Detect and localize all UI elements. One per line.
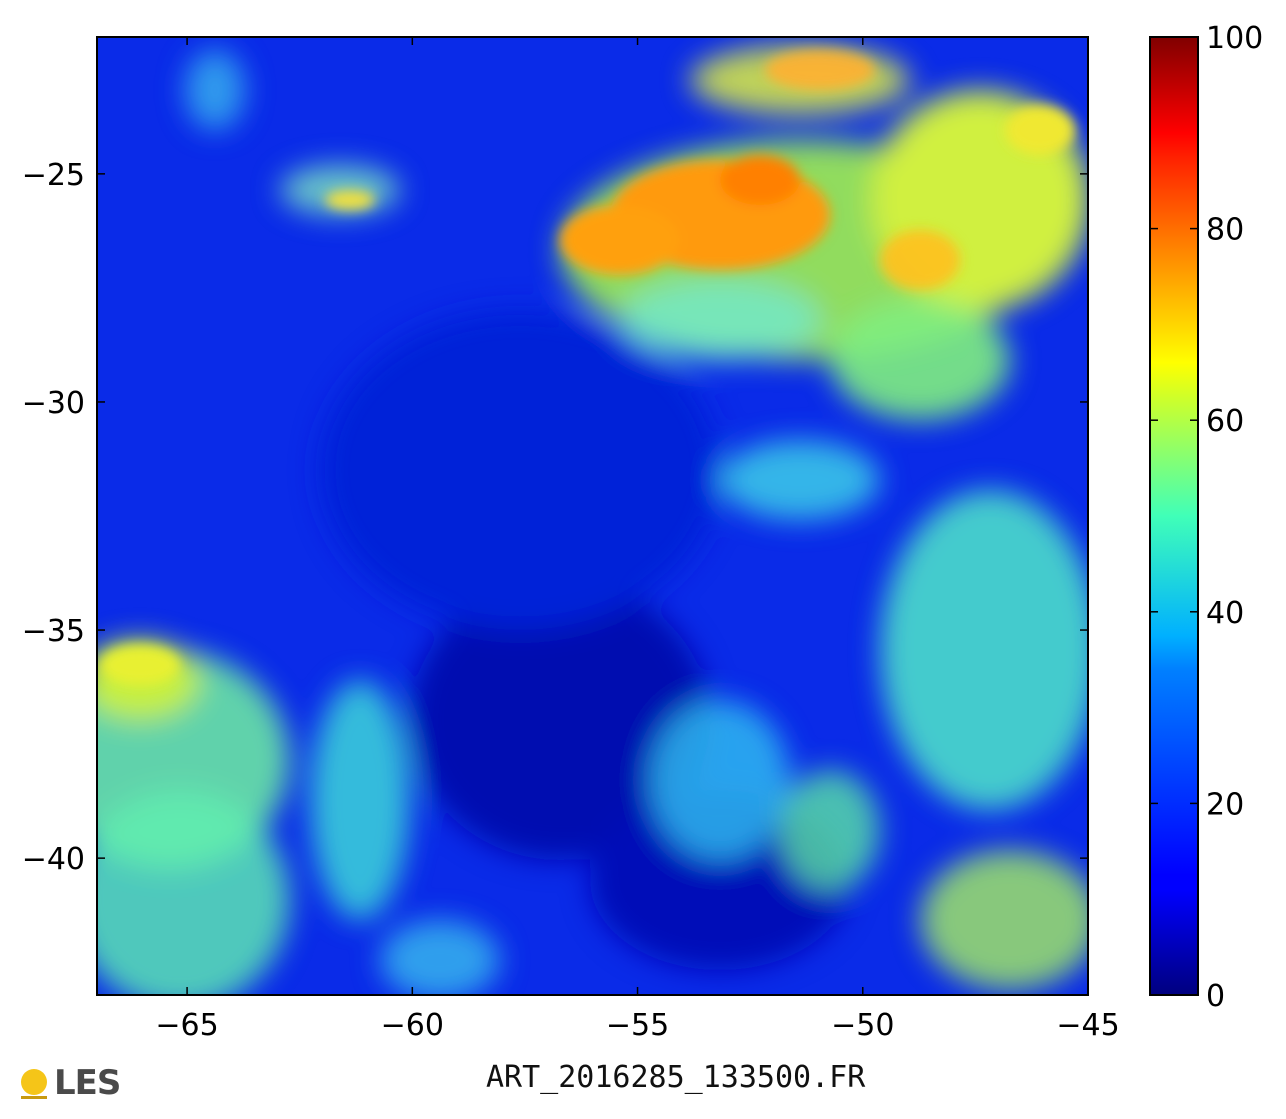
x-tick-label: −45 [1056, 1008, 1119, 1043]
colorbar-tick-label: 0 [1206, 979, 1225, 1014]
y-tick-label: −40 [22, 842, 85, 877]
colorbar-tick-label: 60 [1206, 404, 1244, 439]
colorbar: 0 20 40 60 80 100 [1149, 21, 1263, 1014]
logo [21, 1069, 47, 1099]
logo-sun-icon [21, 1069, 47, 1095]
x-tick-label: −65 [155, 1008, 218, 1043]
colorbar-tick-label: 40 [1206, 596, 1244, 631]
x-axis: −65 −60 −55 −50 −45 [155, 37, 1120, 1043]
y-tick-label: −25 [22, 158, 85, 193]
colorbar-tick-label: 20 [1206, 787, 1244, 822]
y-axis: −25 −30 −35 −40 [22, 158, 1088, 877]
map-frame [96, 36, 1089, 996]
colorbar-tick-label: 80 [1206, 213, 1244, 248]
logo-text: LES [54, 1063, 121, 1103]
colorbar-gradient [1149, 36, 1199, 996]
y-tick-label: −35 [22, 614, 85, 649]
y-tick-label: −30 [22, 386, 85, 421]
image-caption: ART_2016285_133500.FR [486, 1060, 866, 1095]
x-tick-label: −55 [606, 1008, 669, 1043]
colorbar-tick-label: 100 [1206, 21, 1263, 56]
cloud-field-image [97, 37, 1088, 995]
colorbar-ticks: 0 20 40 60 80 100 [1150, 21, 1263, 1014]
x-tick-label: −50 [831, 1008, 894, 1043]
x-tick-label: −60 [381, 1008, 444, 1043]
